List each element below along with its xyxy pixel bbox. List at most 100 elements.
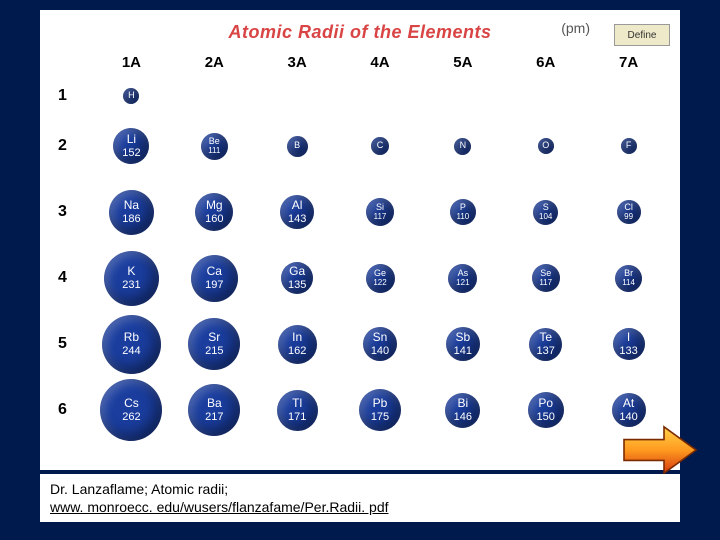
col-header-7a: 7A <box>587 50 670 79</box>
unit-label: (pm) <box>561 20 590 36</box>
atom-i: I133 <box>613 328 645 360</box>
atom-radius: 143 <box>288 213 306 225</box>
atom-al: Al143 <box>280 195 314 229</box>
atom-radius: 135 <box>288 279 306 291</box>
period-label: 1 <box>50 87 90 105</box>
atom-radius: 244 <box>122 345 140 357</box>
atom-cs: Cs262 <box>100 379 162 441</box>
atom-in: In162 <box>278 325 317 364</box>
atom-p: P110 <box>450 199 476 225</box>
atom-symbol: Ba <box>207 397 222 410</box>
element-cell: Rb244 <box>90 315 173 374</box>
col-header-4a: 4A <box>339 50 422 79</box>
element-cell: O <box>504 128 587 164</box>
element-cell: Mg160 <box>173 190 256 235</box>
atom-radius: 114 <box>622 279 635 288</box>
atom-radius: 146 <box>454 411 472 423</box>
atom-f: F <box>621 138 637 154</box>
element-cell <box>587 88 670 104</box>
element-cell: Tl171 <box>256 379 339 441</box>
period-label: 6 <box>50 401 90 419</box>
atom-sn: Sn140 <box>363 327 397 361</box>
atom-na: Na186 <box>109 190 154 235</box>
atom-symbol: In <box>292 331 302 344</box>
atom-symbol: N <box>460 141 467 151</box>
chart-title: Atomic Radii of the Elements <box>228 22 491 43</box>
element-cell: Sb141 <box>421 315 504 374</box>
column-headers: 1A 2A 3A 4A 5A 6A 7A <box>90 50 670 79</box>
atom-tl: Tl171 <box>277 390 318 431</box>
atom-symbol: Rb <box>124 331 139 344</box>
element-cell: Sr215 <box>173 315 256 374</box>
element-cell: Ga135 <box>256 251 339 306</box>
period-label: 2 <box>50 137 90 155</box>
title-bar: Atomic Radii of the Elements <box>120 18 600 46</box>
period-cells: Rb244 Sr215 In162 Sn140 Sb141 Te137 I133 <box>90 315 670 374</box>
atom-radius: 140 <box>619 411 637 423</box>
define-button[interactable]: Define <box>614 24 670 46</box>
atom-h: H <box>123 88 139 104</box>
atom-ba: Ba217 <box>188 384 240 436</box>
atom-radius: 117 <box>374 213 387 222</box>
atom-radius: 117 <box>539 279 552 288</box>
atom-bi: Bi146 <box>445 393 480 428</box>
col-header-1a: 1A <box>90 50 173 79</box>
atom-radius: 122 <box>373 279 386 288</box>
atom-li: Li152 <box>113 128 149 164</box>
atom-c: C <box>371 137 389 155</box>
period-label: 3 <box>50 203 90 221</box>
element-cell: Sn140 <box>339 315 422 374</box>
atom-pb: Pb175 <box>359 389 401 431</box>
period-row-4: 4K231Ca197Ga135Ge122As121Se117Br114 <box>50 245 670 311</box>
atom-k: K231 <box>104 251 159 306</box>
element-cell: Cs262 <box>90 379 173 441</box>
col-header-5a: 5A <box>421 50 504 79</box>
element-cell: Se117 <box>504 251 587 306</box>
footer-citation: Dr. Lanzaflame; Atomic radii; www. monro… <box>40 474 680 522</box>
element-cell: B <box>256 128 339 164</box>
atom-radius: 175 <box>371 411 389 423</box>
period-cells: Cs262Ba217Tl171Pb175Bi146Po150At140 <box>90 379 670 441</box>
element-cell: Pb175 <box>339 379 422 441</box>
element-cell: Po150 <box>504 379 587 441</box>
element-cell <box>339 88 422 104</box>
element-cell <box>421 88 504 104</box>
footer-line1: Dr. Lanzaflame; Atomic radii; <box>50 480 670 498</box>
element-cell: C <box>339 128 422 164</box>
footer-link[interactable]: www. monroecc. edu/wusers/flanzafame/Per… <box>50 498 670 516</box>
atom-symbol: Mg <box>206 199 223 212</box>
element-cell: Na186 <box>90 190 173 235</box>
element-cell: In162 <box>256 315 339 374</box>
next-arrow[interactable] <box>620 422 700 478</box>
atom-symbol: O <box>542 141 549 151</box>
period-row-6: 6Cs262Ba217Tl171Pb175Bi146Po150At140 <box>50 377 670 443</box>
atom-radius: 160 <box>205 213 223 225</box>
element-cell: Ba217 <box>173 379 256 441</box>
atom-symbol: Po <box>538 397 553 410</box>
atom-te: Te137 <box>529 328 562 361</box>
element-cell: Li152 <box>90 128 173 164</box>
atom-symbol: Na <box>124 199 139 212</box>
atom-radius: 171 <box>288 411 306 423</box>
atom-radius: 110 <box>456 213 469 222</box>
atom-rb: Rb244 <box>102 315 161 374</box>
atom-cl: Cl99 <box>617 200 641 224</box>
atom-radius: 104 <box>539 213 552 222</box>
atom-be: Be111 <box>201 133 228 160</box>
atom-symbol: Li <box>127 133 136 146</box>
atom-sr: Sr215 <box>188 318 240 370</box>
atom-symbol: H <box>128 91 135 101</box>
atom-n: N <box>454 138 471 155</box>
period-cells: Na186Mg160Al143Si117P110S104Cl99 <box>90 190 670 235</box>
atom-symbol: Ca <box>207 265 222 278</box>
define-label: Define <box>628 30 657 41</box>
atom-radius: 262 <box>122 411 140 423</box>
period-row-5: 5Rb244Sr215In162Sn140Sb141Te137I133 <box>50 311 670 377</box>
atom-radius: 162 <box>288 345 306 357</box>
period-row-2: 2 Li152 Be111 B C N O F <box>50 113 670 179</box>
element-cell: Si117 <box>339 190 422 235</box>
atom-sb: Sb141 <box>446 327 480 361</box>
atom-radius: 217 <box>205 411 223 423</box>
period-cells: Li152 Be111 B C N O F <box>90 128 670 164</box>
atom-radius: 150 <box>537 411 555 423</box>
